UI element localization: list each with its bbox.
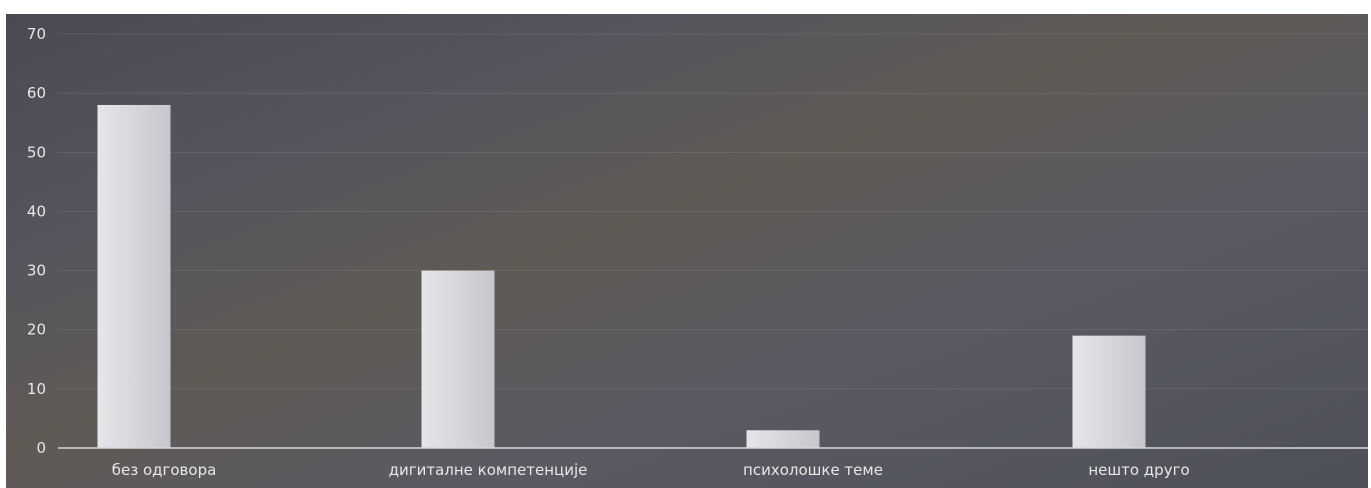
x-tick-label: дигиталне компетенције [389,461,588,479]
x-tick-label: нешто друго [1088,461,1189,479]
y-tick-label: 30 [27,262,46,280]
y-tick-label: 40 [27,202,46,220]
y-tick-label: 0 [36,439,46,457]
y-tick-label: 20 [27,321,46,339]
y-tick-label: 70 [27,25,46,43]
gridlines [58,33,1368,390]
chart-container: 0 10 20 30 40 50 60 70 без одговора дигиталне ко… [6,14,1368,488]
y-tick-label: 60 [27,84,46,102]
bar-3 [746,430,820,448]
bar-2 [421,270,495,448]
bars [97,104,1146,448]
bar-4 [1072,335,1146,448]
x-axis-labels: без одговора дигиталне компетенције психол… [112,461,1190,479]
y-tick-label: 10 [27,380,46,398]
y-axis-ticks: 0 10 20 30 40 50 60 70 [27,25,46,457]
x-tick-label: без одговора [112,461,217,479]
bar-1 [97,104,171,448]
y-tick-label: 50 [27,143,46,161]
bar-chart: 0 10 20 30 40 50 60 70 без одговора дигиталне ко… [27,25,1368,479]
x-tick-label: психолошке теме [743,461,883,479]
